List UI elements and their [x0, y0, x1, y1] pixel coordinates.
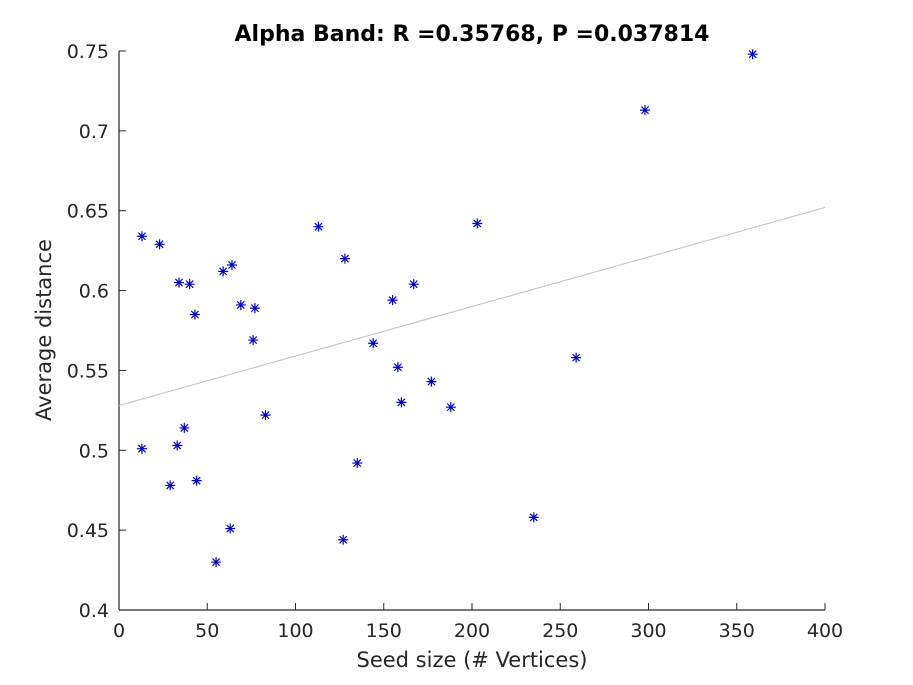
- fit-line-layer: [118, 207, 826, 407]
- data-point: [189, 309, 200, 320]
- data-point: [136, 231, 147, 242]
- y-tick-label: 0.75: [67, 41, 109, 63]
- x-tick-label: 250: [542, 620, 578, 642]
- x-axis-label: Seed size (# Vertices): [357, 648, 588, 672]
- y-tick-label: 0.5: [79, 440, 109, 462]
- x-tick-label: 350: [719, 620, 755, 642]
- regression-line: [118, 207, 826, 407]
- data-point: [426, 376, 437, 387]
- x-tick-label: 50: [195, 620, 219, 642]
- points-layer: [136, 49, 758, 568]
- data-point: [313, 221, 324, 232]
- data-point: [179, 422, 190, 433]
- y-tick-label: 0.65: [67, 201, 109, 223]
- y-tick-label: 0.45: [67, 520, 109, 542]
- data-point: [387, 295, 398, 306]
- x-tick-label: 400: [807, 620, 843, 642]
- x-tick-label: 300: [630, 620, 666, 642]
- data-point: [184, 279, 195, 290]
- data-point: [339, 253, 350, 264]
- data-point: [154, 239, 165, 250]
- x-tick-label: 100: [277, 620, 313, 642]
- data-point: [392, 362, 403, 373]
- y-tick-label: 0.6: [79, 281, 109, 303]
- data-point: [248, 335, 259, 346]
- y-tick-label: 0.55: [67, 360, 109, 382]
- data-point: [260, 410, 271, 421]
- data-point: [136, 443, 147, 454]
- chart-title: Alpha Band: R =0.35768, P =0.037814: [235, 22, 710, 47]
- data-point: [338, 534, 349, 545]
- data-point: [172, 440, 183, 451]
- data-point: [368, 338, 379, 349]
- data-point: [396, 397, 407, 408]
- data-point: [225, 523, 236, 534]
- data-point: [571, 352, 582, 363]
- data-point: [747, 49, 758, 60]
- data-point: [174, 277, 185, 288]
- data-point: [226, 260, 237, 271]
- x-tick-label: 200: [454, 620, 490, 642]
- x-tick-label: 0: [113, 620, 125, 642]
- data-point: [352, 458, 363, 469]
- y-tick-label: 0.4: [79, 600, 109, 622]
- y-tick-label: 0.7: [79, 121, 109, 143]
- data-point: [639, 105, 650, 116]
- data-point: [165, 480, 176, 491]
- data-point: [472, 218, 483, 229]
- data-point: [218, 266, 229, 277]
- data-point: [528, 512, 539, 523]
- data-point: [191, 475, 202, 486]
- x-tick-label: 150: [366, 620, 402, 642]
- data-point: [249, 303, 260, 314]
- y-axis-label: Average distance: [32, 239, 56, 421]
- axes: 0 50 100 150 200 250 300 350 400 0.4 0.45 0.5 0.55 0.…: [67, 41, 843, 642]
- data-point: [235, 299, 246, 310]
- data-point: [445, 402, 456, 413]
- data-point: [211, 557, 222, 568]
- data-point: [408, 279, 419, 290]
